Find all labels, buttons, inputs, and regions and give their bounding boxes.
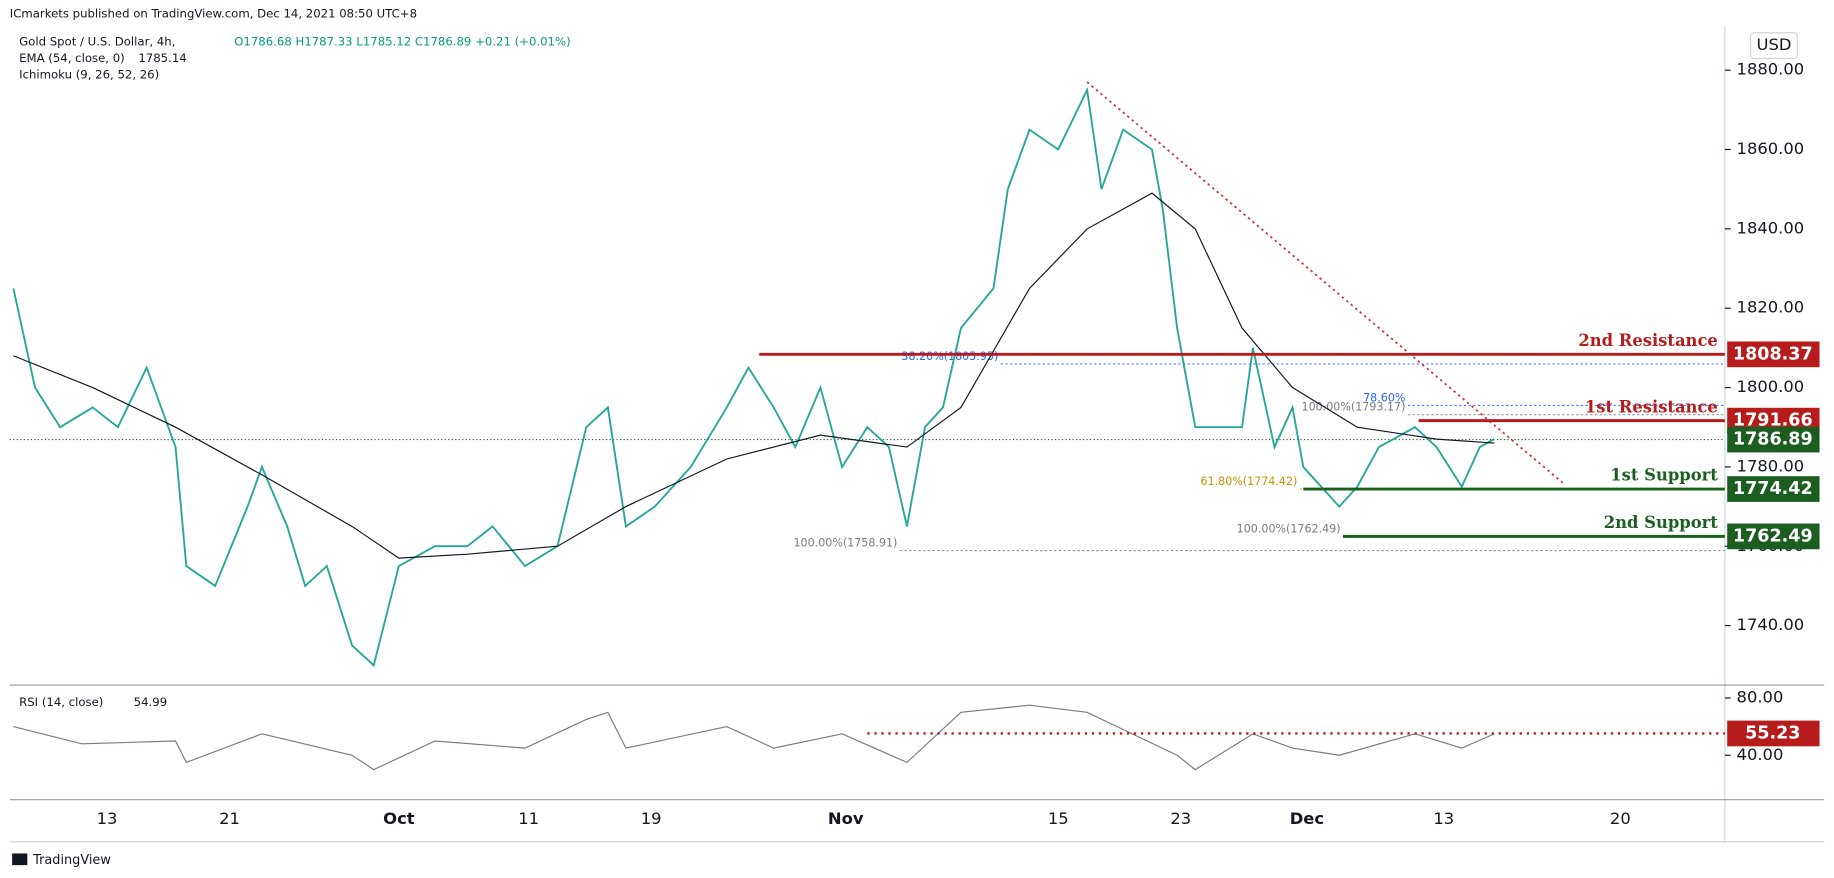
logo: [12, 853, 28, 866]
level-box: [1727, 341, 1820, 368]
x-tick-label: 13: [1433, 809, 1454, 828]
series-line: [13, 192, 1495, 559]
level-value: 1762.49: [1733, 526, 1813, 546]
level-value: 1774.42: [1733, 479, 1813, 499]
x-tick-label: Oct: [383, 809, 415, 828]
x-tick-label: 19: [641, 809, 662, 828]
trendline: [1086, 81, 1564, 484]
rsi-label: RSI (14, close): [19, 695, 103, 709]
last-price-box: [1727, 426, 1820, 453]
fib-label: 61.80%(1774.42): [1201, 475, 1298, 488]
level-box: [1727, 523, 1820, 550]
x-tick-label: Nov: [828, 809, 864, 828]
level-name: 1st Resistance: [1585, 397, 1718, 416]
x-tick-label: 20: [1610, 809, 1631, 828]
x-tick-label: 13: [97, 809, 118, 828]
level-box: [1727, 720, 1820, 747]
level-value: 1791.66: [1733, 411, 1813, 431]
currency[interactable]: USD: [1756, 35, 1791, 54]
series-line: [12, 86, 1495, 668]
y-tick-label: 1880.00: [1737, 60, 1805, 79]
ema-value: 1785.14: [138, 51, 186, 65]
level-name: 2nd Resistance: [1578, 331, 1717, 350]
fib-label: 100.00%(1758.91): [794, 537, 898, 550]
fib-label: 100.00%(1793.17): [1302, 401, 1406, 414]
currency-button[interactable]: [1749, 32, 1798, 60]
y-tick-label: 1840.00: [1737, 218, 1805, 237]
symbol: Gold Spot / U.S. Dollar, 4h,: [19, 35, 175, 49]
x-tick-label: 11: [518, 809, 539, 828]
x-tick-label: 21: [219, 809, 240, 828]
level-box: [1727, 476, 1820, 502]
footer: TradingView: [32, 853, 111, 868]
ichimoku-label: Ichimoku (9, 26, 52, 26): [19, 67, 159, 81]
x-tick-label: 23: [1170, 809, 1191, 828]
ohlc: O1786.68 H1787.33 L1785.12 C1786.89 +0.2…: [234, 35, 570, 49]
fib-label: 38.20%(1805.95): [901, 350, 998, 363]
y-tick-label: 1800.00: [1737, 377, 1805, 396]
level-name: 2nd Support: [1604, 513, 1719, 532]
x-tick-label: 15: [1048, 809, 1069, 828]
publisher: ICmarkets published on TradingView.com, …: [10, 7, 417, 21]
series-line: [13, 704, 1495, 771]
y-tick-label: 40.00: [1737, 745, 1784, 764]
ema-label: EMA (54, close, 0): [19, 51, 125, 65]
level-value: 1808.37: [1733, 344, 1813, 364]
y-tick-label: 1780.00: [1737, 456, 1805, 475]
level-value: 55.23: [1745, 723, 1800, 743]
last-price-value: 1786.89: [1733, 430, 1813, 450]
y-tick-label: 1860.00: [1737, 139, 1805, 158]
fib-label: 78.60%: [1363, 391, 1405, 404]
y-tick-label: 1740.00: [1737, 615, 1805, 634]
rsi-value: 54.99: [134, 695, 167, 709]
y-tick-label: 80.00: [1737, 688, 1784, 707]
y-tick-label: 1820.00: [1737, 298, 1805, 317]
fib-label: 100.00%(1762.49): [1237, 522, 1341, 535]
level-name: 1st Support: [1610, 466, 1718, 485]
x-tick-label: Dec: [1290, 809, 1324, 828]
